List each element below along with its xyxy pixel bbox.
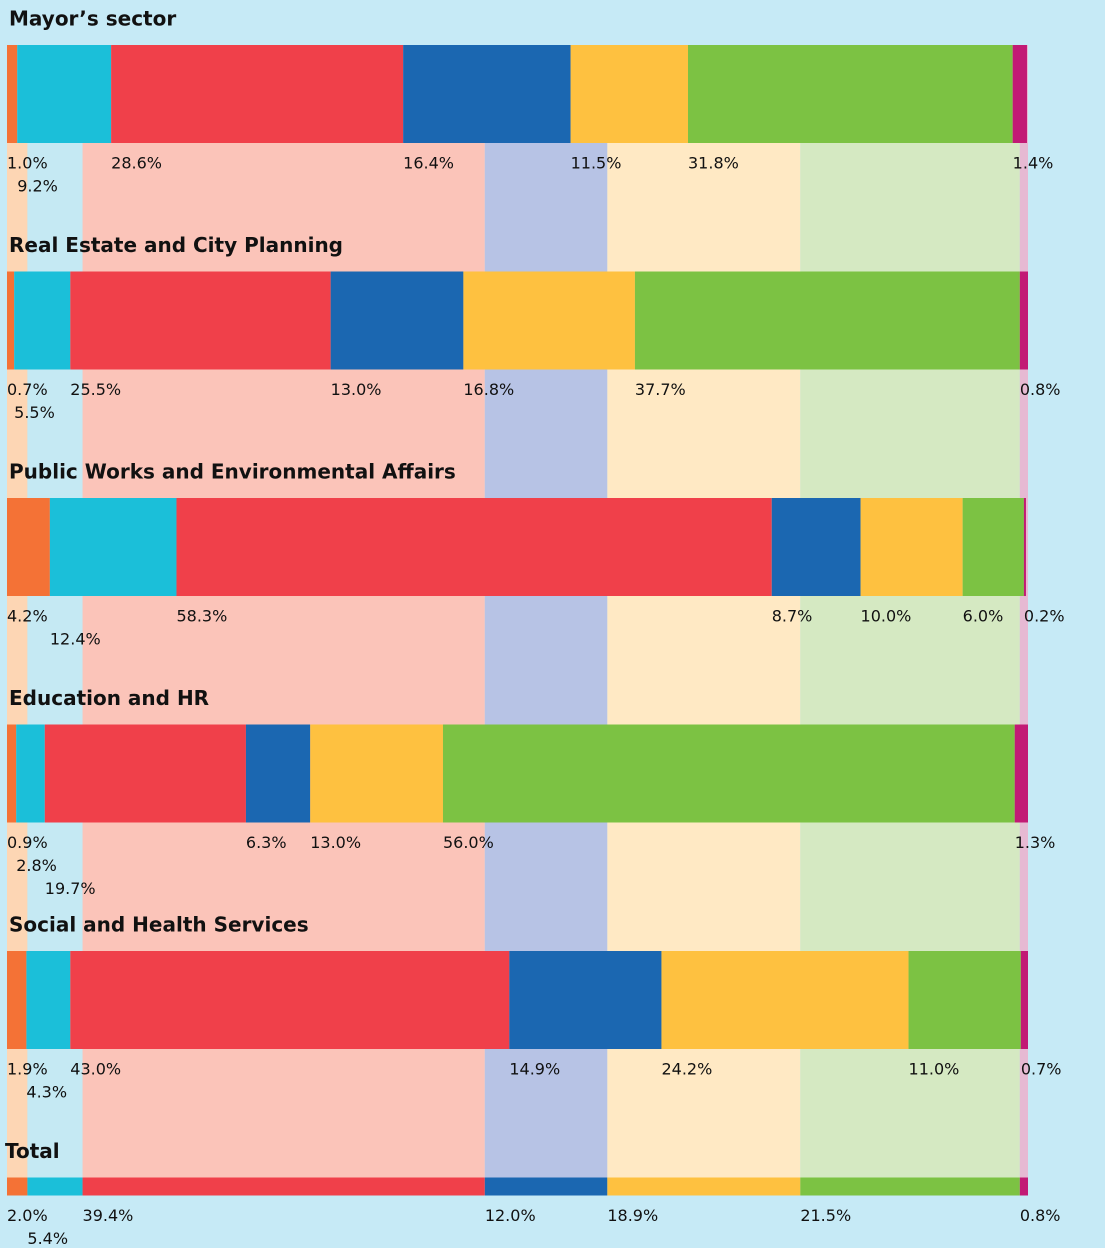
bar-segment (111, 45, 404, 143)
value-label: 0.8% (1020, 1206, 1061, 1225)
value-label: 0.2% (1024, 607, 1065, 626)
value-label: 58.3% (176, 607, 227, 626)
bar-segment (463, 271, 635, 370)
bar-segment (330, 271, 464, 370)
bar-segment (70, 951, 510, 1049)
bar-segment (176, 498, 772, 596)
value-label: 11.5% (571, 154, 622, 173)
bar-segment (1014, 724, 1028, 823)
bar-segment (403, 45, 571, 143)
value-label: 43.0% (70, 1060, 121, 1079)
value-label: 0.7% (1021, 1060, 1062, 1079)
value-label: 1.4% (1013, 154, 1054, 173)
bar-segment (1019, 1177, 1028, 1196)
bar-segment (634, 271, 1020, 370)
value-label: 14.9% (509, 1060, 560, 1079)
row-title: Social and Health Services (9, 913, 309, 937)
value-label: 37.7% (635, 380, 686, 399)
bar-segment (7, 951, 27, 1049)
bar-segment (1019, 271, 1028, 370)
bar-segment (310, 724, 443, 823)
value-label: 16.8% (463, 380, 514, 399)
bar-segment (49, 498, 177, 596)
bar-segment (688, 45, 1013, 143)
value-label: 24.2% (661, 1060, 712, 1079)
bar-segment (1023, 498, 1026, 596)
bar-segment (70, 271, 331, 370)
bar-segment (442, 724, 1015, 823)
row-title: Mayor’s sector (9, 7, 176, 31)
bar-segment (7, 271, 15, 370)
value-label: 1.9% (7, 1060, 48, 1079)
value-label: 13.0% (310, 833, 361, 852)
value-label: 1.0% (7, 154, 48, 173)
value-label: 5.4% (27, 1229, 68, 1248)
row-title: Total (5, 1139, 60, 1163)
value-label: 5.5% (14, 403, 55, 422)
value-label: 16.4% (403, 154, 454, 173)
bar-segment (7, 724, 17, 823)
value-label: 2.8% (16, 856, 57, 875)
value-label: 4.3% (26, 1083, 67, 1102)
bar-segment (607, 1177, 801, 1196)
value-label: 28.6% (111, 154, 162, 173)
value-label: 25.5% (70, 380, 121, 399)
row-title: Education and HR (9, 686, 209, 710)
bar-segment (26, 951, 71, 1049)
bar-segment (800, 1177, 1020, 1196)
value-label: 8.7% (772, 607, 813, 626)
bar-segment (44, 724, 246, 823)
bar-segment (14, 271, 71, 370)
value-label: 2.0% (7, 1206, 48, 1225)
bar-segment (860, 498, 963, 596)
bar-segment (1012, 45, 1027, 143)
bar-segment (17, 45, 112, 143)
value-label: 0.9% (7, 833, 48, 852)
bar-segment (771, 498, 861, 596)
value-label: 9.2% (17, 177, 58, 196)
value-label: 6.0% (963, 607, 1004, 626)
value-label: 39.4% (83, 1206, 134, 1225)
bar-segment (245, 724, 311, 823)
bar-segment (908, 951, 1021, 1049)
row-title: Real Estate and City Planning (9, 233, 343, 257)
bar-segment (7, 498, 50, 596)
value-label: 56.0% (443, 833, 494, 852)
total-band (1019, 45, 1028, 1178)
value-label: 31.8% (688, 154, 739, 173)
bar-segment (82, 1177, 485, 1196)
bar-segment (27, 1177, 83, 1196)
bar-segment (7, 45, 18, 143)
bar-segment (509, 951, 662, 1049)
bar-segment (16, 724, 45, 823)
value-label: 19.7% (45, 879, 96, 898)
value-label: 21.5% (800, 1206, 851, 1225)
value-label: 13.0% (331, 380, 382, 399)
bar-segment (7, 1177, 28, 1196)
bar-segment (1020, 951, 1028, 1049)
row-title: Public Works and Environmental Affairs (9, 460, 456, 484)
value-label: 12.0% (485, 1206, 536, 1225)
value-label: 18.9% (607, 1206, 658, 1225)
value-label: 11.0% (909, 1060, 960, 1079)
value-label: 1.3% (1015, 833, 1056, 852)
bar-segment (661, 951, 909, 1049)
bar-segment (484, 1177, 608, 1196)
bar-segment (570, 45, 689, 143)
value-label: 6.3% (246, 833, 287, 852)
bar-segment (962, 498, 1024, 596)
value-label: 10.0% (861, 607, 912, 626)
value-label: 0.8% (1020, 380, 1061, 399)
value-label: 4.2% (7, 607, 48, 626)
value-label: 0.7% (7, 380, 48, 399)
value-label: 12.4% (50, 630, 101, 649)
